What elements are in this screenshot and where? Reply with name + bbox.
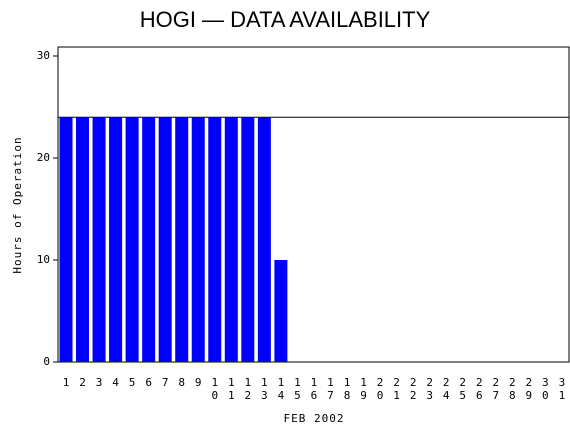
y-tick-label: 20 xyxy=(37,151,50,164)
y-tick-label: 0 xyxy=(43,355,50,368)
chart-title: HOGI — DATA AVAILABILITY xyxy=(140,7,431,32)
bar xyxy=(158,117,172,362)
x-tick-label: 7 xyxy=(162,376,169,389)
bar xyxy=(208,117,222,362)
bar xyxy=(257,117,271,362)
bar xyxy=(224,117,238,362)
x-tick-label: 5 xyxy=(129,376,136,389)
x-axis-label: FEB 2002 xyxy=(284,412,345,425)
bar xyxy=(191,117,205,362)
bar xyxy=(175,117,189,362)
x-tick-label: 1 xyxy=(63,376,70,389)
y-axis-label: Hours of Operation xyxy=(11,136,24,273)
x-tick-label: 4 xyxy=(112,376,119,389)
x-tick-label: 9 xyxy=(195,376,202,389)
bar xyxy=(274,260,288,362)
y-tick-label: 30 xyxy=(37,49,50,62)
bar xyxy=(142,117,156,362)
bar xyxy=(125,117,139,362)
bar xyxy=(59,117,73,362)
bar xyxy=(76,117,90,362)
x-tick-label: 8 xyxy=(178,376,185,389)
x-tick-label: 6 xyxy=(145,376,152,389)
bar xyxy=(92,117,106,362)
x-tick-label: 2 xyxy=(79,376,86,389)
bar xyxy=(109,117,123,362)
x-tick-label: 3 xyxy=(96,376,103,389)
plot-frame xyxy=(57,46,570,363)
y-tick-label: 10 xyxy=(37,253,50,266)
bar xyxy=(241,117,255,362)
